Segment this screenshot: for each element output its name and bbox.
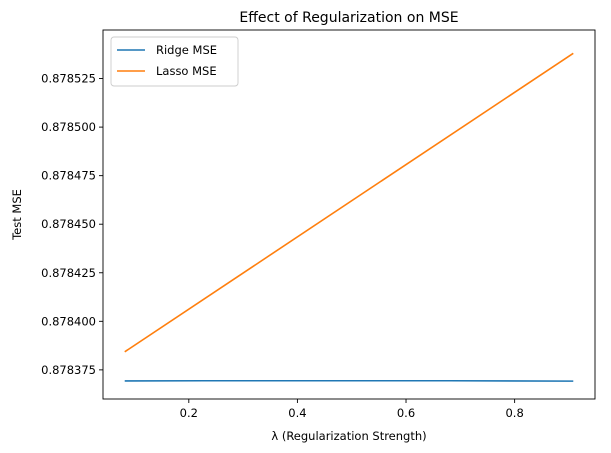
y-axis-label: Test MSE <box>10 189 24 241</box>
x-tick-label: 0.2 <box>180 406 198 420</box>
series-group <box>124 52 574 382</box>
x-axis-label: λ (Regularization Strength) <box>271 429 426 443</box>
plot-area <box>102 29 596 400</box>
series-line-lasso <box>124 52 574 353</box>
y-tick-label: 0.878375 <box>41 363 96 377</box>
y-tick-label: 0.878425 <box>41 266 96 280</box>
y-tick-label: 0.878450 <box>41 217 96 231</box>
legend: Ridge MSE Lasso MSE <box>110 36 239 87</box>
x-tick-label: 0.8 <box>505 406 523 420</box>
x-tick-label: 0.4 <box>288 406 306 420</box>
x-axis: 0.2 0.4 0.6 0.8 <box>180 399 524 420</box>
y-tick-label: 0.878400 <box>41 314 96 328</box>
plot-frame <box>102 29 596 400</box>
y-axis: 0.878375 0.878400 0.878425 0.878450 0.878475… <box>41 72 103 377</box>
x-tick-label: 0.6 <box>397 406 415 420</box>
legend-label: Lasso MSE <box>156 64 217 78</box>
legend-label: Ridge MSE <box>156 43 217 57</box>
chart-title: Effect of Regularization on MSE <box>239 10 458 26</box>
y-tick-label: 0.878500 <box>41 120 96 134</box>
y-tick-label: 0.878475 <box>41 169 96 183</box>
y-tick-label: 0.878525 <box>41 72 96 86</box>
